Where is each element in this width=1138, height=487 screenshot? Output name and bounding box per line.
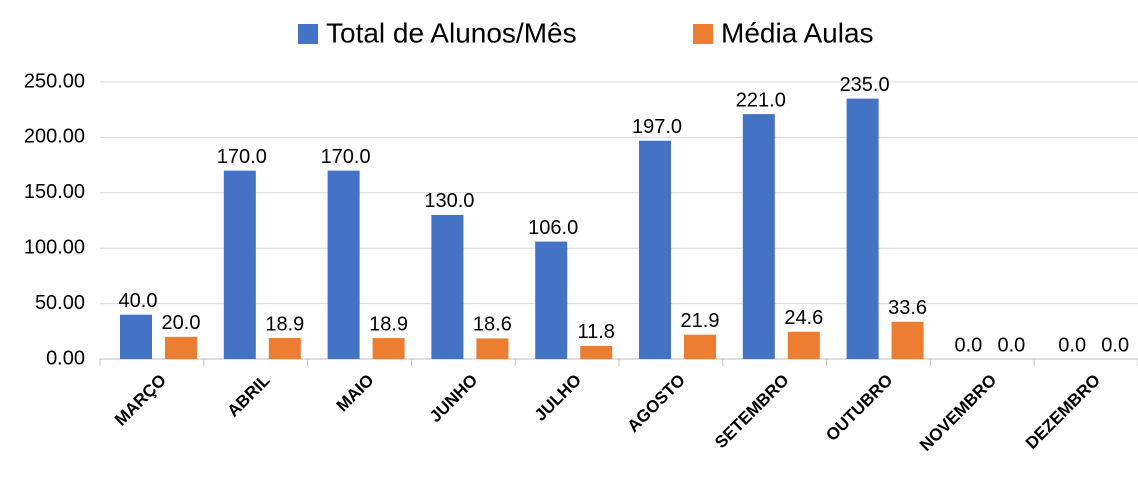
y-tick-label: 200.00 (24, 126, 85, 148)
value-label: 221.0 (736, 89, 786, 111)
bar (268, 338, 301, 359)
value-label: 106.0 (528, 217, 578, 239)
legend-swatch (693, 24, 713, 44)
legend-label: Média Aulas (721, 17, 874, 48)
value-label: 33.6 (888, 297, 927, 319)
y-tick-label: 250.00 (24, 70, 85, 92)
value-label: 170.0 (321, 146, 371, 168)
bar (535, 241, 568, 359)
y-tick-label: 150.00 (24, 181, 85, 203)
bar (327, 170, 360, 359)
value-label: 18.9 (265, 313, 304, 335)
bar (580, 345, 613, 359)
y-tick-label: 100.00 (24, 236, 85, 258)
bar (846, 98, 879, 360)
value-label: 197.0 (632, 116, 682, 138)
y-tick-label: 50.00 (35, 292, 85, 314)
bar (165, 336, 197, 359)
value-label: 0.0 (1058, 334, 1086, 356)
value-label: 18.9 (369, 313, 408, 335)
x-tick-label: NOVEMBRO (916, 371, 1000, 455)
bar (372, 338, 405, 359)
value-label: 0.0 (954, 334, 982, 356)
legend-swatch (298, 24, 318, 44)
bar (787, 331, 820, 359)
x-tick-label: OUTUBRO (822, 371, 896, 445)
x-tick-label: JUNHO (426, 371, 482, 427)
bar (684, 334, 716, 359)
bar (639, 140, 671, 359)
bar (120, 314, 152, 359)
value-label: 235.0 (840, 74, 890, 96)
value-label: 40.0 (119, 290, 158, 312)
x-tick-label: SETEMBRO (711, 371, 793, 453)
bar (742, 114, 775, 359)
x-tick-label: ABRIL (224, 371, 274, 421)
value-label: 0.0 (1101, 334, 1129, 356)
x-tick-label: AGOSTO (624, 371, 689, 436)
legend-label: Total de Alunos/Mês (326, 17, 577, 48)
value-label: 0.0 (997, 334, 1025, 356)
value-label: 11.8 (577, 321, 614, 343)
bar (223, 170, 256, 359)
value-label: 20.0 (162, 312, 201, 334)
bar (431, 214, 464, 359)
value-label: 130.0 (424, 190, 474, 212)
value-label: 170.0 (217, 146, 267, 168)
x-tick-label: JULHO (531, 371, 585, 425)
x-tick-label: MARÇO (111, 371, 170, 430)
y-tick-label: 0.00 (46, 347, 85, 369)
bar (891, 321, 924, 359)
bar (476, 338, 509, 359)
x-tick-label: DEZEMBRO (1022, 371, 1104, 453)
x-tick-label: MAIO (333, 371, 378, 416)
value-label: 18.6 (473, 314, 512, 336)
value-label: 24.6 (784, 307, 823, 329)
value-label: 21.9 (681, 310, 720, 332)
